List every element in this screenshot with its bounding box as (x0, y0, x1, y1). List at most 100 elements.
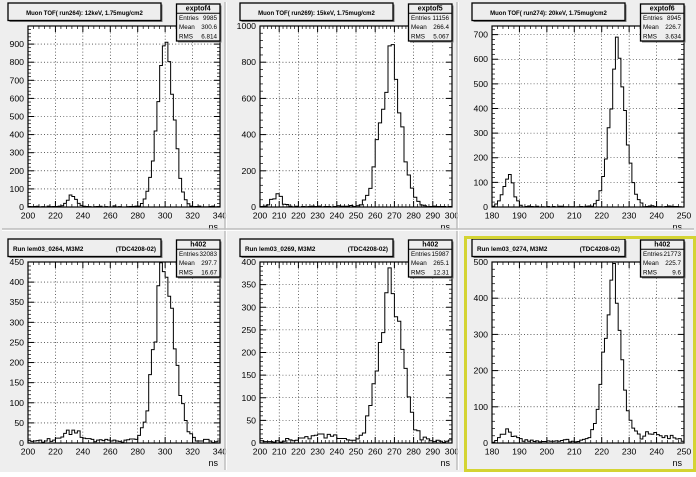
svg-text:300: 300 (158, 447, 173, 457)
svg-text:700: 700 (10, 75, 25, 85)
svg-text:RMS: RMS (643, 33, 657, 40)
svg-text:180: 180 (485, 211, 500, 221)
svg-text:300: 300 (242, 302, 257, 312)
svg-text:Entries: Entries (643, 15, 663, 22)
svg-text:220: 220 (594, 447, 609, 457)
svg-text:250: 250 (677, 447, 692, 457)
svg-text:500: 500 (474, 257, 489, 267)
svg-text:50: 50 (14, 418, 24, 428)
svg-text:150: 150 (10, 378, 25, 388)
svg-text:200: 200 (540, 211, 555, 221)
svg-text:230: 230 (310, 447, 325, 457)
svg-text:200: 200 (253, 447, 268, 457)
svg-text:h402: h402 (190, 242, 206, 249)
svg-text:ns: ns (672, 222, 682, 232)
svg-text:RMS: RMS (643, 269, 657, 276)
svg-text:230: 230 (622, 211, 637, 221)
svg-text:200: 200 (10, 358, 25, 368)
svg-text:9985: 9985 (203, 15, 218, 22)
svg-text:265.1: 265.1 (433, 260, 449, 267)
svg-text:Entries: Entries (179, 15, 199, 22)
svg-text:200: 200 (21, 447, 36, 457)
svg-text:250: 250 (349, 211, 364, 221)
svg-text:100: 100 (242, 393, 257, 403)
svg-text:200: 200 (540, 447, 555, 457)
svg-text:Mean: Mean (411, 260, 427, 267)
svg-text:230: 230 (310, 211, 325, 221)
svg-text:210: 210 (272, 447, 287, 457)
svg-text:400: 400 (474, 293, 489, 303)
svg-text:100: 100 (474, 177, 489, 187)
svg-text:800: 800 (10, 57, 25, 67)
svg-text:Run lem03_0264, M3M2: Run lem03_0264, M3M2 (13, 246, 84, 253)
svg-text:190: 190 (512, 211, 527, 221)
svg-text:Muon TOF( run274): 20keV, 1.75: Muon TOF( run274): 20keV, 1.75mug/cm2 (490, 11, 607, 17)
svg-text:250: 250 (242, 325, 257, 335)
svg-text:270: 270 (387, 211, 402, 221)
svg-text:260: 260 (103, 447, 118, 457)
svg-text:340: 340 (213, 447, 228, 457)
svg-text:exptof6: exptof6 (650, 6, 675, 13)
svg-text:250: 250 (677, 211, 692, 221)
svg-text:350: 350 (10, 297, 25, 307)
svg-text:200: 200 (10, 166, 25, 176)
svg-text:Mean: Mean (411, 24, 427, 31)
svg-text:230: 230 (622, 447, 637, 457)
svg-text:340: 340 (213, 211, 228, 221)
svg-text:3.634: 3.634 (665, 33, 681, 40)
svg-text:100: 100 (10, 398, 25, 408)
svg-text:Mean: Mean (179, 24, 195, 31)
svg-text:300: 300 (158, 211, 173, 221)
svg-text:250: 250 (10, 337, 25, 347)
svg-text:ns: ns (440, 458, 450, 468)
svg-text:200: 200 (242, 348, 257, 358)
svg-text:240: 240 (330, 447, 345, 457)
svg-text:280: 280 (130, 211, 145, 221)
svg-text:5.067: 5.067 (433, 33, 449, 40)
svg-text:ns: ns (208, 458, 218, 468)
svg-text:500: 500 (10, 112, 25, 122)
svg-text:800: 800 (242, 57, 257, 67)
svg-text:290: 290 (426, 211, 441, 221)
svg-text:220: 220 (594, 211, 609, 221)
svg-text:280: 280 (406, 447, 421, 457)
svg-text:ns: ns (440, 222, 450, 232)
svg-text:0: 0 (483, 202, 488, 212)
svg-text:320: 320 (185, 211, 200, 221)
svg-text:h402: h402 (422, 242, 438, 249)
svg-text:16.67: 16.67 (201, 269, 217, 276)
svg-text:ns: ns (672, 458, 682, 468)
svg-text:210: 210 (567, 211, 582, 221)
svg-text:12.31: 12.31 (433, 269, 449, 276)
svg-text:260: 260 (103, 211, 118, 221)
svg-text:Muon TOF( run269): 15keV, 1.75: Muon TOF( run269): 15keV, 1.75mug/cm2 (258, 11, 375, 17)
svg-text:500: 500 (474, 79, 489, 89)
svg-text:400: 400 (10, 130, 25, 140)
svg-text:Run lem03_0274, M3M2: Run lem03_0274, M3M2 (477, 246, 548, 253)
svg-text:150: 150 (242, 370, 257, 380)
svg-text:220: 220 (291, 447, 306, 457)
svg-text:300: 300 (445, 211, 460, 221)
svg-text:Entries: Entries (179, 251, 199, 258)
svg-text:300: 300 (474, 329, 489, 339)
svg-text:600: 600 (474, 54, 489, 64)
svg-text:320: 320 (185, 447, 200, 457)
svg-text:240: 240 (76, 211, 91, 221)
svg-text:297.7: 297.7 (201, 260, 217, 267)
svg-text:260: 260 (368, 211, 383, 221)
svg-text:32083: 32083 (199, 251, 217, 258)
svg-text:280: 280 (406, 211, 421, 221)
svg-text:240: 240 (649, 211, 664, 221)
svg-text:290: 290 (426, 447, 441, 457)
svg-text:11156: 11156 (432, 15, 449, 22)
svg-text:400: 400 (474, 103, 489, 113)
svg-text:h402: h402 (654, 242, 670, 249)
svg-text:220: 220 (48, 447, 63, 457)
svg-text:200: 200 (21, 211, 36, 221)
svg-text:Entries: Entries (643, 251, 663, 258)
svg-text:9.6: 9.6 (672, 269, 681, 276)
svg-text:100: 100 (10, 184, 25, 194)
svg-text:400: 400 (10, 277, 25, 287)
svg-text:300.6: 300.6 (201, 24, 217, 31)
svg-text:RMS: RMS (179, 269, 193, 276)
